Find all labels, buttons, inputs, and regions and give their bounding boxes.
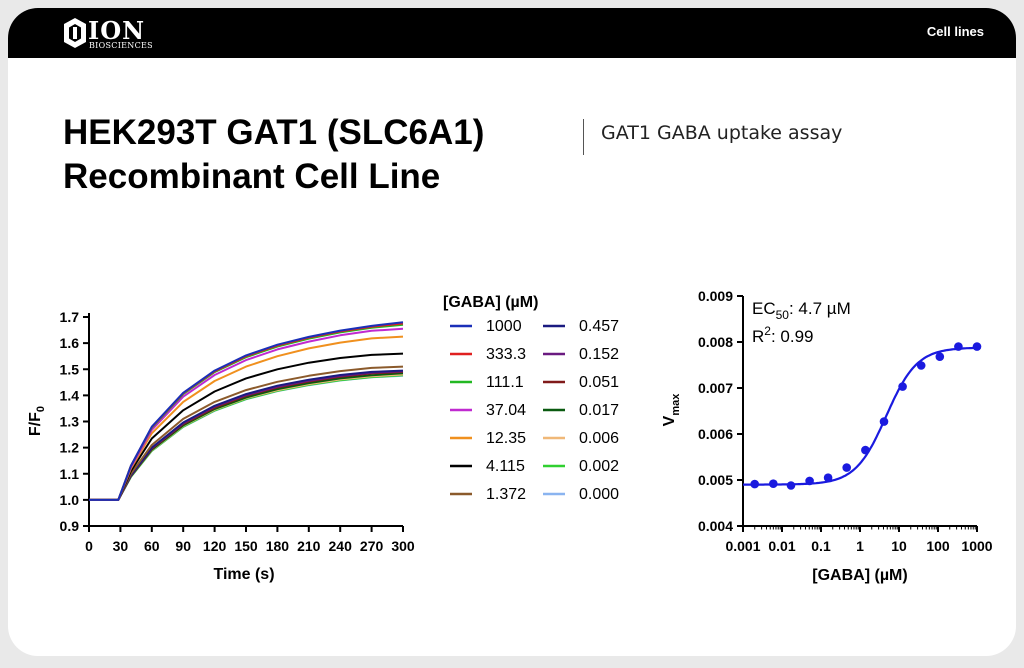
- y-tick-label: 0.008: [698, 334, 733, 350]
- data-points: [750, 342, 982, 490]
- x-tick-label: 0: [85, 538, 93, 554]
- x-tick-label: 300: [391, 538, 415, 554]
- x-tick-label: 120: [203, 538, 227, 554]
- y-tick-label: 1.2: [60, 440, 80, 456]
- data-point: [879, 417, 889, 426]
- legend-label: 1000: [486, 318, 522, 335]
- title-line-1: HEK293T GAT1 (SLC6A1): [63, 113, 485, 152]
- y-tick-label: 0.9: [60, 518, 80, 534]
- legend-label: 12.35: [486, 430, 526, 447]
- fit-curve: [743, 346, 977, 486]
- x-axis-label: Time (s): [213, 566, 274, 583]
- y-tick-label: 1.7: [60, 309, 80, 325]
- data-point: [861, 445, 870, 455]
- legend-label: 0.006: [579, 430, 619, 447]
- company-logo[interactable]: ION BIOSCIENCES: [64, 16, 174, 52]
- y-tick-label: 1.0: [60, 492, 80, 508]
- section-link[interactable]: Cell lines: [926, 24, 984, 39]
- data-point: [823, 473, 833, 483]
- ec50-annotation: EC50: 4.7 µM: [752, 299, 851, 322]
- data-point: [805, 476, 814, 486]
- legend-label: 0.051: [579, 374, 619, 391]
- y-axis-label: F/F0: [27, 406, 47, 436]
- legend-title: [GABA] (µM): [443, 294, 538, 311]
- header-bar: ION BIOSCIENCES Cell lines: [8, 8, 1016, 58]
- x-tick-label: 270: [360, 538, 384, 554]
- y-tick-label: 0.009: [698, 288, 733, 304]
- x-tick-label: 1: [856, 538, 864, 554]
- x-tick-label: 30: [113, 538, 129, 554]
- legend-label: 333.3: [486, 346, 526, 363]
- y-tick-label: 0.006: [698, 426, 733, 442]
- y-tick-label: 1.6: [60, 335, 80, 351]
- page-title: HEK293T GAT1 (SLC6A1) Recombinant Cell L…: [63, 111, 484, 199]
- legend-label: 0.002: [579, 458, 619, 475]
- x-tick-label: 10: [891, 538, 907, 554]
- data-point: [972, 342, 982, 351]
- y-tick-label: 0.007: [698, 380, 733, 396]
- title-divider: [583, 119, 584, 155]
- logo-subtext: BIOSCIENCES: [89, 41, 153, 50]
- legend: 1000 333.3 111.1 37.04 12.35 4.115 1.372 0.457 0…: [450, 318, 619, 503]
- y-tick-label: 1.1: [60, 466, 80, 482]
- y-tick-label: 1.3: [60, 414, 80, 430]
- x-tick-label: 90: [175, 538, 191, 554]
- x-tick-label: 180: [266, 538, 290, 554]
- legend-label: 4.115: [486, 458, 525, 475]
- legend-label: 0.000: [579, 486, 619, 503]
- x-tick-label: 100: [926, 538, 950, 554]
- logo-wordmark: ION: [88, 16, 146, 45]
- data-point: [916, 361, 926, 370]
- legend-label: 37.04: [486, 402, 526, 419]
- legend-label: 0.017: [579, 402, 619, 419]
- dose-response-axes: 0.001 0.01 0.1 1 10 100 1000 0.004 0.005 0.006 0.0…: [698, 288, 993, 554]
- data-point: [769, 479, 778, 489]
- time-course-lines: [89, 321, 404, 501]
- content-card: ION BIOSCIENCES Cell lines HEK293T GAT1 …: [8, 8, 1016, 656]
- x-tick-label: 0.001: [725, 538, 760, 554]
- x-axis-label-2: [GABA] (µM): [812, 567, 907, 584]
- series-line: [89, 321, 404, 501]
- x-tick-label: 240: [329, 538, 353, 554]
- x-tick-label: 0.01: [768, 538, 795, 554]
- x-tick-label: 1000: [961, 538, 992, 554]
- y-tick-label: 1.4: [60, 387, 80, 403]
- y-tick-label: 0.004: [698, 518, 733, 534]
- data-point: [954, 342, 963, 351]
- x-tick-label: 0.1: [811, 538, 831, 554]
- x-tick-label: 210: [297, 538, 321, 554]
- legend-label: 0.152: [579, 346, 619, 363]
- legend-label: 1.372: [486, 486, 526, 503]
- y-axis-label-2: Vmax: [661, 393, 682, 427]
- legend-label: 111.1: [486, 374, 524, 391]
- r2-annotation: R2: 0.99: [752, 324, 814, 346]
- x-tick-label: 150: [234, 538, 258, 554]
- data-point: [842, 463, 851, 472]
- data-point: [750, 479, 759, 489]
- fit-line: [743, 346, 977, 486]
- data-point: [898, 382, 907, 391]
- ion-logo-icon: [64, 18, 86, 48]
- y-tick-label: 1.5: [60, 361, 80, 377]
- title-line-2: Recombinant Cell Line: [63, 157, 441, 196]
- data-point: [935, 352, 945, 362]
- y-tick-label: 0.005: [698, 472, 733, 488]
- time-course-axes: 0 30 60 90 120 150 180 210 240 270 300 0.9 1.0 1.1 1.2…: [60, 309, 415, 554]
- x-tick-label: 60: [144, 538, 160, 554]
- page-subtitle: GAT1 GABA uptake assay: [601, 122, 843, 144]
- legend-label: 0.457: [579, 318, 619, 335]
- data-point: [786, 481, 796, 490]
